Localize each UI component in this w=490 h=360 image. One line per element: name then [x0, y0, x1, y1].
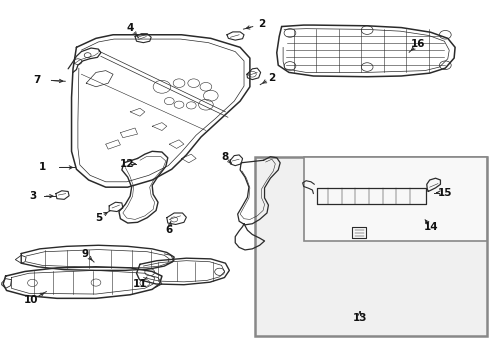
Text: 2: 2 [268, 73, 275, 83]
Text: 7: 7 [34, 75, 41, 85]
Bar [304, 157, 487, 241]
Text: 3: 3 [29, 191, 36, 201]
Bar [255, 157, 487, 336]
Text: 13: 13 [353, 313, 367, 323]
Text: 11: 11 [133, 279, 147, 289]
Text: 12: 12 [120, 159, 134, 169]
Text: 1: 1 [39, 162, 46, 172]
Text: 6: 6 [166, 225, 173, 235]
Text: 5: 5 [95, 213, 102, 222]
Text: 9: 9 [82, 248, 89, 258]
Text: 10: 10 [24, 295, 39, 305]
Text: 4: 4 [126, 23, 134, 33]
Text: 16: 16 [411, 39, 426, 49]
Text: 2: 2 [259, 19, 266, 29]
Text: 8: 8 [222, 152, 229, 162]
Text: 14: 14 [423, 222, 438, 231]
Text: 15: 15 [438, 188, 453, 198]
